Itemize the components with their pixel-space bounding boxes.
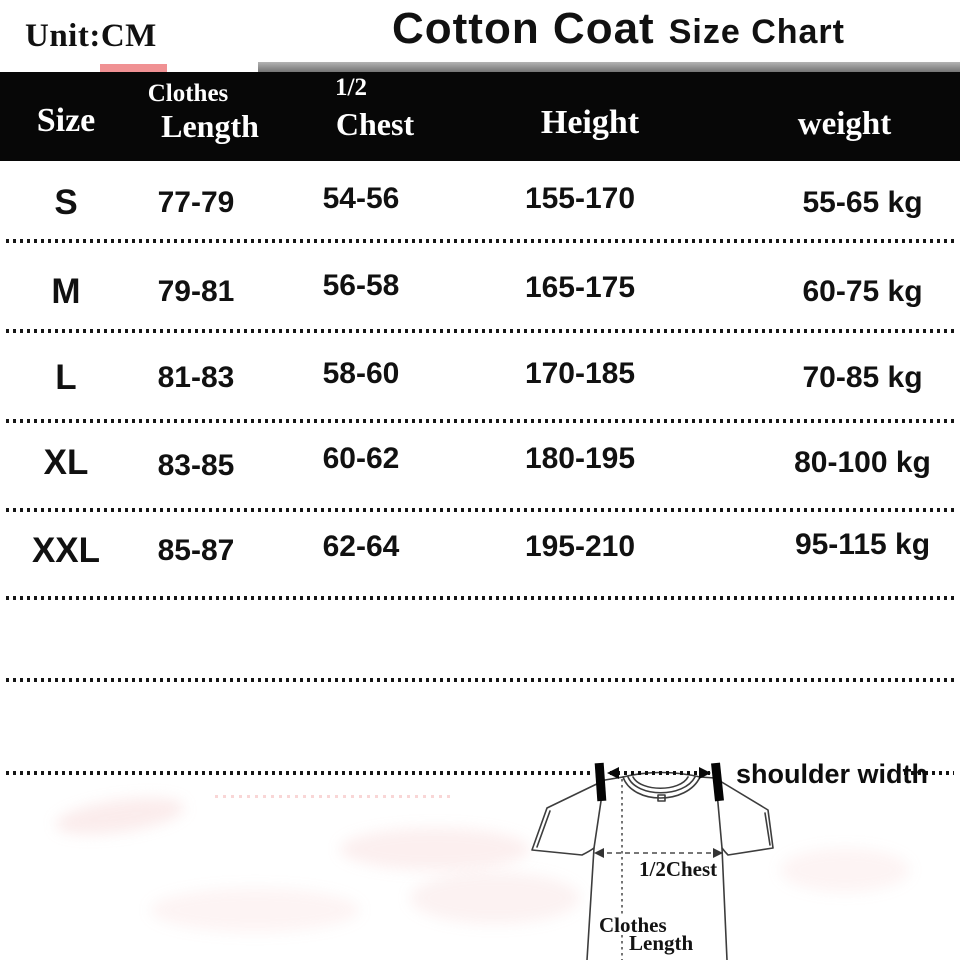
cell-half-chest: 56-58 [322, 269, 400, 302]
watermark-smudge [340, 828, 530, 870]
table-row-m: M 79-81 56-58 165-175 60-75 kg [0, 269, 960, 315]
header-size: Size [36, 102, 96, 139]
cell-half-chest: 60-62 [322, 442, 400, 475]
header-height: Height [540, 104, 640, 141]
label-mask [596, 915, 666, 935]
clothes-length-label-line1: Clothes [599, 913, 667, 937]
cell-clothes-length: 83-85 [157, 449, 235, 482]
label-mask [626, 936, 688, 954]
title-main: Cotton Coat [392, 4, 655, 53]
shoulder-marker-right [711, 762, 724, 802]
watermark-dotted-line [215, 795, 450, 798]
unit-label: Unit:CM [25, 18, 157, 54]
row-divider [6, 508, 954, 512]
cell-size: M [51, 272, 81, 311]
cell-half-chest: 62-64 [322, 530, 400, 563]
cell-size: XXL [31, 531, 101, 570]
cell-half-chest: 54-56 [322, 182, 400, 215]
cell-height: 195-210 [524, 530, 636, 563]
cell-size: L [55, 358, 77, 397]
cell-weight: 95-115 kg [794, 528, 931, 561]
watermark-smudge [150, 888, 360, 932]
table-header [0, 72, 960, 161]
clothes-length-label-line2: Length [629, 931, 694, 955]
arrow-right-icon [699, 767, 711, 779]
shoulder-width-label: shoulder width [736, 759, 928, 789]
cell-clothes-length: 77-79 [157, 186, 235, 219]
cell-weight: 55-65 kg [802, 186, 923, 219]
cell-weight: 60-75 kg [802, 275, 923, 308]
table-row-s: S 77-79 54-56 155-170 55-65 kg [0, 180, 960, 226]
shoulder-marker-left [594, 762, 607, 802]
collar-tag [657, 794, 666, 802]
table-row-xl: XL 83-85 60-62 180-195 80-100 kg [0, 440, 960, 486]
header-clothes-length-line2: Length [161, 108, 259, 144]
page-title: Cotton Coat Size Chart [392, 4, 845, 54]
watermark-smudge [53, 791, 187, 841]
header-half-chest-line2: Chest [335, 106, 415, 142]
table-row-xxl: XXL 85-87 62-64 195-210 95-115 kg [0, 528, 960, 574]
half-chest-label: 1/2Chest [639, 857, 717, 881]
shoulder-width-dotted-line [6, 771, 594, 775]
header-weight: weight [797, 106, 892, 142]
shirt-body [532, 777, 773, 960]
cell-height: 170-185 [524, 357, 636, 390]
cell-height: 180-195 [524, 442, 636, 475]
row-divider [6, 419, 954, 423]
gray-accent-strip [258, 62, 960, 73]
cell-clothes-length: 85-87 [157, 534, 235, 567]
cell-size: XL [43, 443, 89, 482]
pink-accent-mark [100, 64, 167, 73]
row-divider [6, 596, 954, 600]
table-row-l: L 81-83 58-60 170-185 70-85 kg [0, 355, 960, 401]
cell-weight: 80-100 kg [794, 446, 931, 479]
cell-clothes-length: 79-81 [157, 275, 235, 308]
cell-half-chest: 58-60 [322, 357, 400, 390]
row-divider [6, 239, 954, 243]
arrow-right-icon [713, 848, 723, 858]
cell-clothes-length: 81-83 [157, 361, 235, 394]
arrow-left-icon [607, 767, 619, 779]
row-divider [6, 678, 954, 682]
cell-height: 165-175 [524, 271, 636, 304]
arrow-left-icon [594, 848, 604, 858]
cell-weight: 70-85 kg [802, 361, 923, 394]
header-clothes-length-line1: Clothes [147, 80, 229, 107]
header-half-chest-line1: 1/2 [335, 74, 367, 101]
row-divider [6, 329, 954, 333]
shirt-diagram: shoulder width 1/2Chest Clothes Length [531, 759, 954, 960]
cell-size: S [54, 183, 78, 222]
cell-height: 155-170 [524, 182, 636, 215]
title-sub: Size Chart [668, 13, 845, 51]
